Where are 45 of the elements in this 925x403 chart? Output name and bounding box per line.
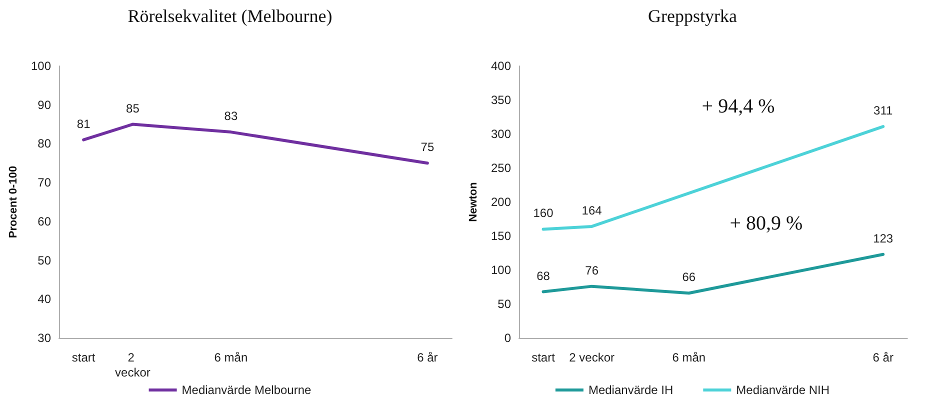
y-tick-label: 90	[38, 98, 52, 112]
legend-label: Medianvärde IH	[588, 383, 674, 397]
y-tick-label: 80	[38, 136, 52, 151]
y-tick-label: 0	[504, 331, 512, 345]
annotation: + 94,4 %	[702, 96, 775, 118]
data-label: 85	[126, 101, 140, 116]
annotation: + 80,9 %	[730, 212, 803, 235]
x-tick-label: 2 veckor	[569, 350, 614, 364]
y-tick-label: 150	[490, 229, 512, 243]
data-label: 311	[874, 104, 893, 118]
legend-label: Medianvärde NIH	[736, 383, 830, 397]
x-tick-label: 6 år	[872, 350, 894, 364]
data-label: 76	[585, 263, 599, 278]
y-axis-title: Newton	[468, 182, 480, 222]
y-tick-label: 250	[490, 161, 512, 175]
data-label: 83	[224, 109, 238, 124]
data-label: 68	[536, 268, 550, 283]
data-label: 66	[682, 270, 696, 284]
data-label: 81	[76, 116, 91, 131]
x-tick-label: start	[532, 350, 556, 364]
y-tick-label: 30	[38, 331, 52, 345]
y-tick-label: 100	[30, 59, 52, 73]
y-tick-label: 50	[498, 297, 512, 311]
x-tick-label: 6 år	[417, 350, 438, 364]
y-tick-label: 50	[38, 253, 52, 268]
x-tick-label: 2 veckor	[115, 350, 150, 380]
data-label: 123	[873, 231, 894, 246]
y-tick-label: 60	[38, 214, 52, 228]
x-tick-label: start	[72, 350, 96, 364]
y-axis-title: Procent 0-100	[8, 166, 20, 238]
data-label: 75	[420, 140, 434, 154]
y-tick-label: 300	[490, 127, 512, 141]
legend-label: Medianvärde Melbourne	[182, 383, 312, 397]
data-label: 164	[582, 203, 602, 218]
y-tick-label: 100	[490, 263, 512, 277]
chart-title: Greppstyrka	[648, 6, 737, 26]
data-label: 160	[533, 206, 554, 220]
y-tick-label: 350	[490, 93, 512, 107]
y-tick-label: 70	[38, 176, 52, 190]
chart-title: Rörelsekvalitet (Melbourne)	[128, 6, 332, 26]
y-tick-label: 200	[490, 195, 512, 209]
y-tick-label: 400	[490, 59, 512, 73]
y-tick-label: 40	[38, 292, 52, 306]
x-tick-label: 6 mån	[672, 350, 706, 364]
x-tick-label: 6 mån	[214, 350, 248, 364]
